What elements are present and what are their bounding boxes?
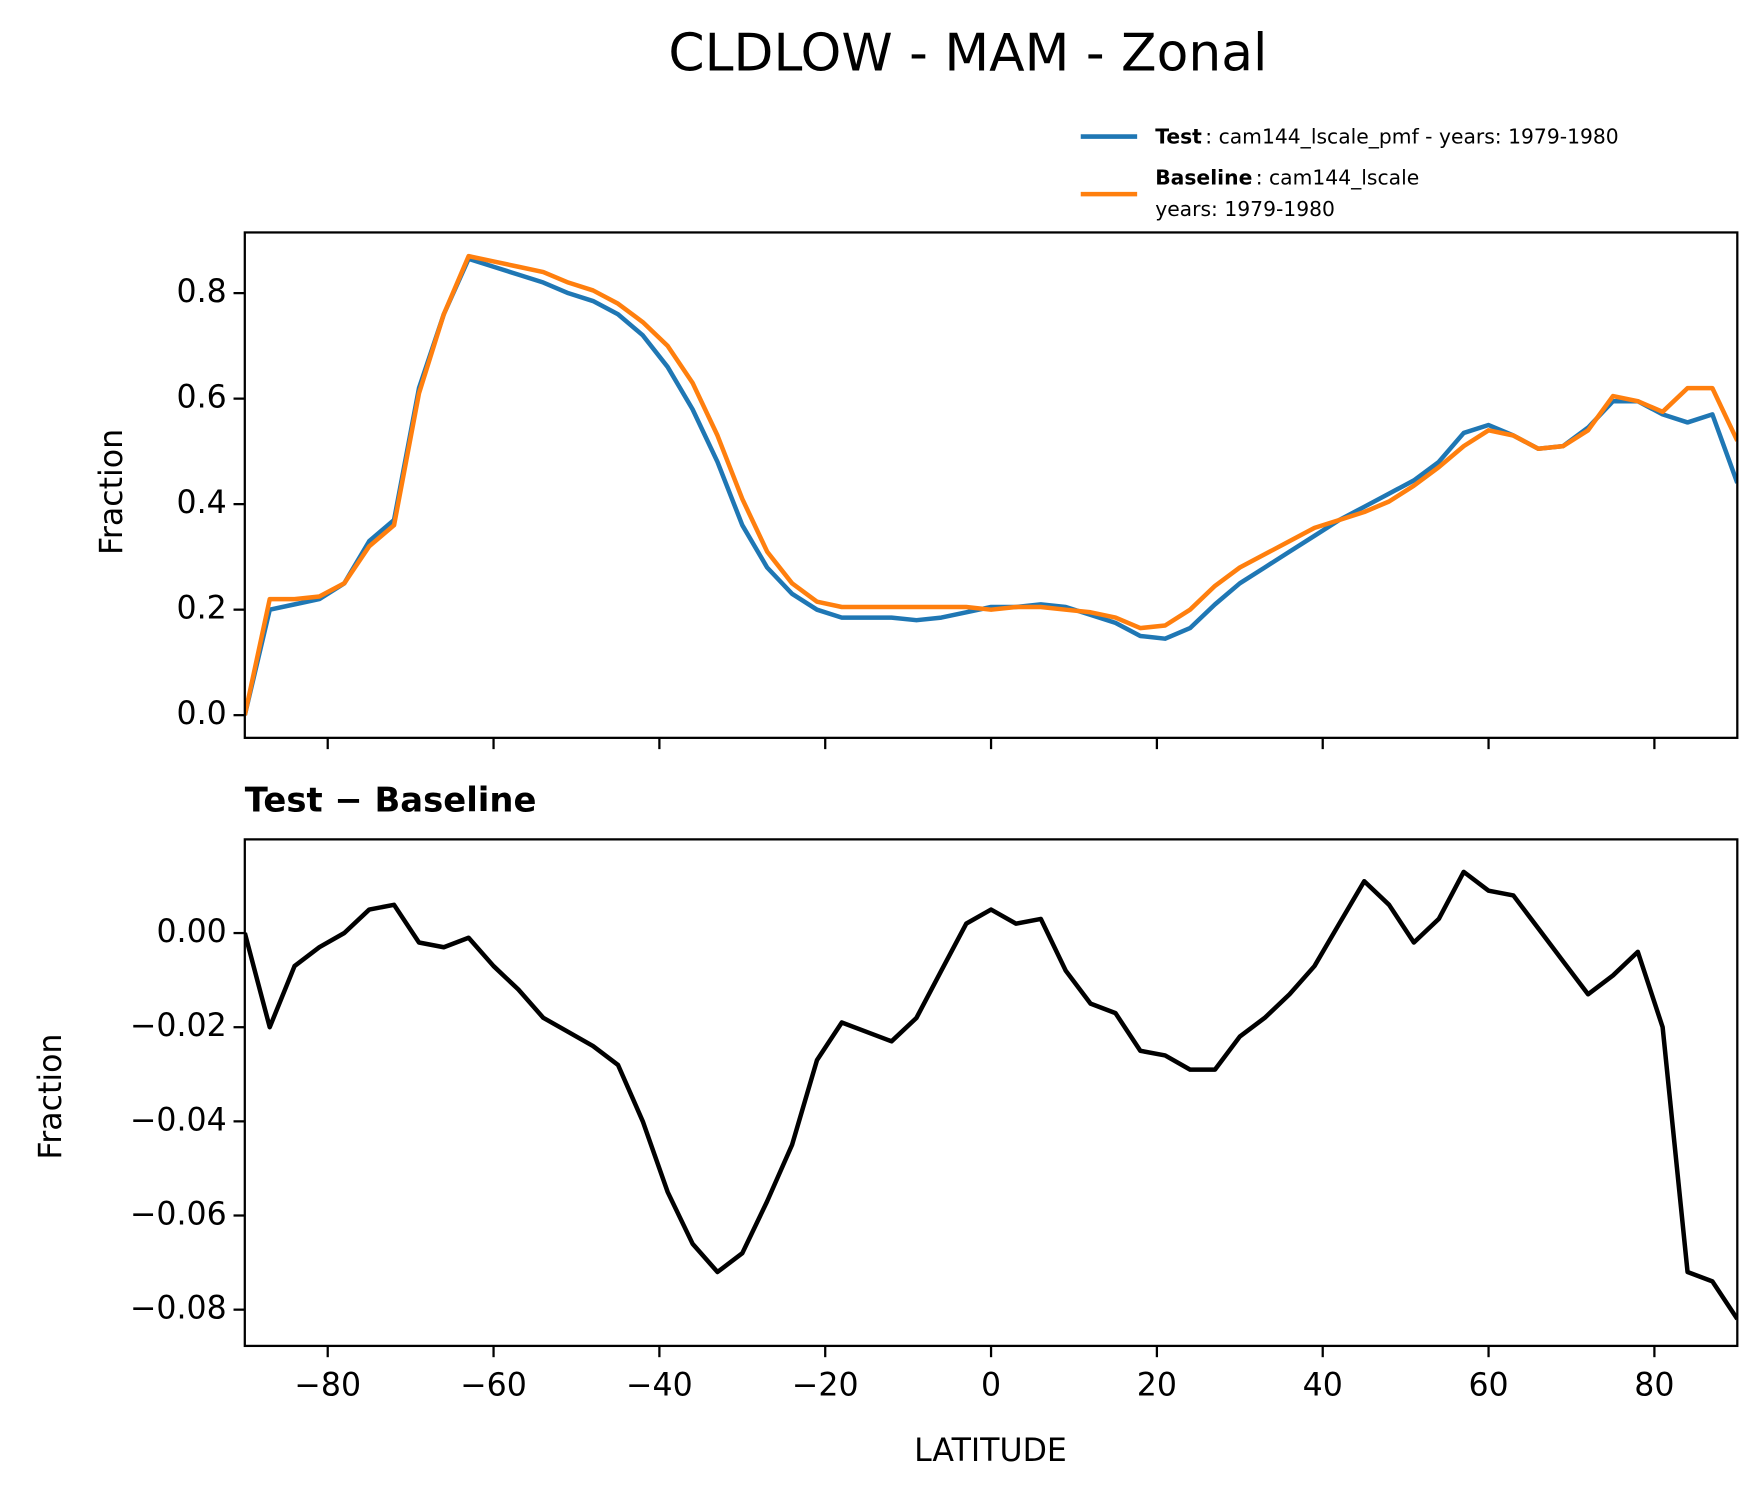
legend: Test: cam144_lscale_pmf - years: 1979-19… bbox=[1080, 125, 1619, 221]
x-tick-label: −40 bbox=[626, 1368, 693, 1404]
x-tick-label: −60 bbox=[460, 1368, 527, 1404]
y-tick-label: 0.2 bbox=[177, 591, 227, 627]
legend-entry: Baseline: cam144_lscale bbox=[1155, 165, 1419, 190]
y-tick-label: 0.00 bbox=[156, 914, 226, 950]
legend-text: : cam144_lscale_pmf - years: 1979-1980 bbox=[1205, 125, 1618, 150]
x-tick-label: 20 bbox=[1137, 1368, 1177, 1404]
x-axis-label: LATITUDE bbox=[914, 1433, 1067, 1469]
x-tick-label: 40 bbox=[1303, 1368, 1343, 1404]
y-tick-label: −0.08 bbox=[130, 1291, 227, 1327]
data-line bbox=[244, 256, 1738, 716]
data-line bbox=[244, 253, 1738, 716]
x-tick-label: 80 bbox=[1634, 1368, 1674, 1404]
y-tick-label: 0.4 bbox=[177, 485, 227, 521]
y-axis-label: Fraction bbox=[33, 1034, 69, 1160]
legend-name: Test bbox=[1155, 125, 1202, 149]
y-tick-label: 0.8 bbox=[177, 274, 227, 310]
legend-text: : cam144_lscale bbox=[1256, 165, 1420, 190]
y-tick-label: 0.0 bbox=[177, 696, 227, 732]
legend-text: years: 1979-1980 bbox=[1155, 197, 1335, 221]
data-line bbox=[244, 869, 1738, 1321]
legend-name: Baseline bbox=[1155, 165, 1252, 189]
x-tick-label: 60 bbox=[1468, 1368, 1508, 1404]
y-axis-label: Fraction bbox=[94, 429, 130, 555]
y-tick-label: 0.6 bbox=[177, 380, 227, 416]
x-tick-label: −80 bbox=[294, 1368, 361, 1404]
x-tick-label: −20 bbox=[792, 1368, 859, 1404]
legend-entry: Test: cam144_lscale_pmf - years: 1979-19… bbox=[1155, 125, 1619, 150]
chart-title: CLDLOW - MAM - Zonal bbox=[668, 23, 1267, 83]
y-tick-label: −0.04 bbox=[130, 1102, 227, 1138]
y-tick-label: −0.02 bbox=[130, 1008, 227, 1044]
plot-frame bbox=[243, 231, 1739, 739]
y-tick-label: −0.06 bbox=[130, 1197, 227, 1233]
subplot-title: Test − Baseline bbox=[245, 781, 537, 820]
plot-frame bbox=[243, 838, 1739, 1348]
x-tick-label: 0 bbox=[981, 1368, 1001, 1404]
